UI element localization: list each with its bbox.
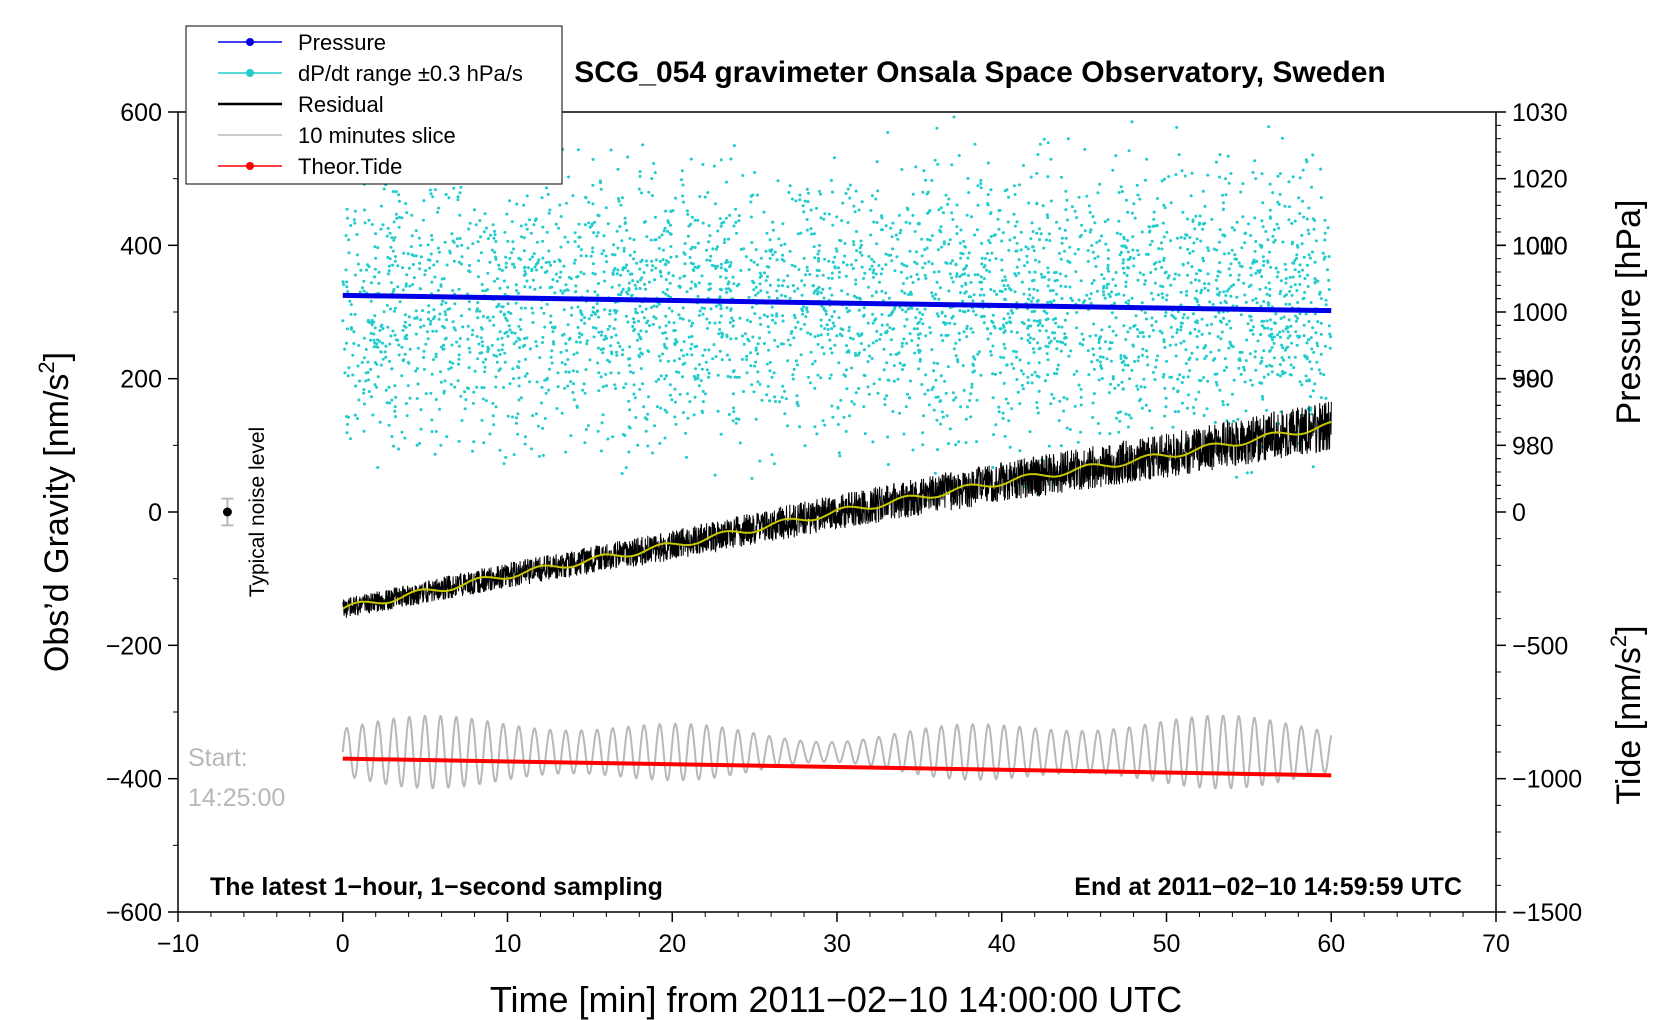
dpdt-scatter-layer [341,115,1333,497]
y-axis-label-left-close: ] [38,352,76,361]
tide-tick-label: 0 [1512,499,1526,527]
y-tick-label: 400 [120,232,162,260]
noise-marker-point [222,507,232,517]
axes-layer: −10 0 10 20 30 40 50 60 706004002000−200−400−600… [106,99,1583,958]
pressure-tick-label: 1010 [1512,232,1568,260]
noise-level-label: Typical noise level [246,427,269,597]
y-axis-label-tide-close: ] [1610,625,1648,634]
y-tick-label: −200 [106,632,162,660]
y-axis-label-tide-main: Tide [nm/s [1610,647,1648,804]
pressure-tick-label: 1030 [1512,99,1568,127]
y-tick-label: 200 [120,366,162,394]
legend-label: 10 minutes slice [298,123,456,148]
pressure-tick-label: 980 [1512,432,1554,460]
legend-label: Residual [298,92,384,117]
chart-title: SCG_054 gravimeter Onsala Space Observat… [574,56,1386,89]
legend-label: Pressure [298,30,386,55]
start-label: Start: [188,744,248,772]
pressure-line [342,292,1332,314]
x-tick-label: 10 [494,930,522,958]
tide-tick-label: −1000 [1512,766,1582,794]
y-tick-label: 600 [120,99,162,127]
x-tick-label: −10 [157,930,199,958]
tide-tick-label: −500 [1512,632,1568,660]
y-tick-label: 0 [148,499,162,527]
theor-tide-line [342,756,1332,778]
y-axis-label-pressure: Pressure [hPa] [1610,200,1648,425]
residual-line [342,401,1332,618]
x-tick-label: 0 [336,930,350,958]
legend: Pressure dP/dt range ±0.3 hPa/s Residual 10… [185,25,563,185]
pressure-tick-label: 990 [1512,366,1554,394]
pressure-tick-label: 1000 [1512,299,1568,327]
y-axis-label-left-main: Obs’d Gravity [nm/s [38,374,76,673]
bottom-right-note: End at 2011−02−10 14:59:59 UTC [1074,873,1462,901]
tide-tick-label: −1500 [1512,899,1582,927]
y-axis-label-tide-sup: 2 [1606,635,1631,647]
x-tick-label: 40 [988,930,1016,958]
y-axis-label-left: Obs’d Gravity [nm/s2] [34,352,76,672]
y-tick-label: −400 [106,766,162,794]
legend-label: dP/dt range ±0.3 hPa/s [298,61,523,86]
x-tick-label: 70 [1482,930,1510,958]
start-time: 14:25:00 [188,784,285,812]
legend-swatch-marker [246,38,254,46]
legend-swatch-marker [246,162,254,170]
series-layer [221,292,1333,790]
legend-label: Theor.Tide [298,154,402,179]
x-tick-label: 20 [658,930,686,958]
pressure-tick-label: 1020 [1512,166,1568,194]
tide-tick-label: 500 [1512,366,1554,394]
tide-tick-label: 1000 [1512,232,1568,260]
x-tick-label: 60 [1317,930,1345,958]
y-axis-label-tide: Tide [nm/s2] [1606,625,1648,804]
y-tick-label: −600 [106,899,162,927]
plot-frame [177,111,1497,913]
legend-swatch-marker [246,69,254,77]
x-tick-label: 50 [1153,930,1181,958]
x-tick-label: 30 [823,930,851,958]
bottom-left-note: The latest 1−hour, 1−second sampling [210,873,663,901]
x-axis-label: Time [min] from 2011−02−10 14:00:00 UTC [490,979,1182,1020]
dpdt-scatter-points [341,115,1333,497]
y-axis-label-left-sup: 2 [34,361,59,373]
slice-line [341,714,1333,790]
residual-smoothed-line [342,421,1332,610]
